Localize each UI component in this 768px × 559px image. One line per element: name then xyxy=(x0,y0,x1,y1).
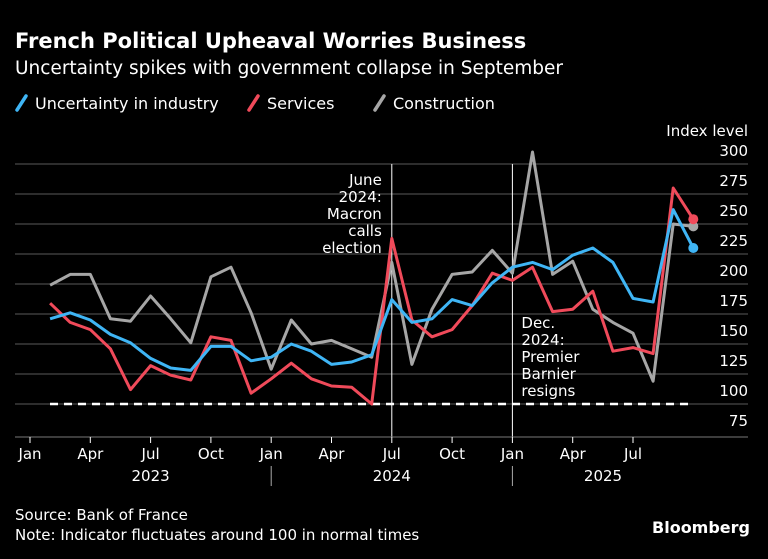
y-tick-label: 225 xyxy=(719,232,748,250)
annotation-text: 2024: xyxy=(521,331,564,349)
x-tick-label: Jul xyxy=(623,445,642,463)
x-tick-label: Jan xyxy=(17,445,41,463)
y-tick-label: 175 xyxy=(719,292,748,310)
legend-swatch-1 xyxy=(247,94,260,112)
year-label: 2023 xyxy=(132,467,170,485)
y-tick-label: 75 xyxy=(729,412,748,430)
annotation-text: Premier xyxy=(521,348,580,366)
x-tick-label: Apr xyxy=(77,445,104,463)
y-tick-label: 200 xyxy=(719,262,748,280)
x-tick-label: Jul xyxy=(141,445,160,463)
series-end-marker xyxy=(688,214,699,225)
series-end-marker xyxy=(688,243,699,253)
annotation-text: Barnier xyxy=(521,365,576,383)
annotation-text: Dec. xyxy=(521,314,555,332)
annotation-text: calls xyxy=(348,222,382,240)
legend-label: Construction xyxy=(393,94,495,113)
legend-label: Services xyxy=(267,94,334,113)
y-tick-label: 125 xyxy=(719,352,748,370)
legend-swatch-0 xyxy=(15,94,28,112)
legend-label: Uncertainty in industry xyxy=(35,94,219,113)
legend: Uncertainty in industry Services Construct… xyxy=(15,94,495,113)
x-tick-label: Jan xyxy=(259,445,283,463)
x-tick-label: Jul xyxy=(382,445,401,463)
annotation-text: resigns xyxy=(521,382,575,400)
y-tick-label: 150 xyxy=(719,322,748,340)
series-line-uncertainty-in-industry xyxy=(49,208,695,372)
footnote: Note: Indicator fluctuates around 100 in… xyxy=(15,526,419,544)
x-axis: Jan Apr Jul Oct Jan Apr Jul Oct Jan Apr Jul 2023 202… xyxy=(15,436,748,486)
x-tick-label: Jan xyxy=(500,445,524,463)
x-tick-label: Oct xyxy=(198,445,224,463)
series-line-construction xyxy=(49,150,694,383)
y-tick-label: 300 xyxy=(719,142,748,160)
y-tick-label: 250 xyxy=(719,202,748,220)
x-tick-label: Apr xyxy=(319,445,346,463)
y-tick-label: 100 xyxy=(719,382,748,400)
y-axis-label: Index level xyxy=(666,122,748,140)
x-tick-label: Oct xyxy=(439,445,465,463)
annotation-text: June xyxy=(348,171,382,189)
year-label: 2024 xyxy=(373,467,411,485)
series-line-services xyxy=(49,186,695,406)
source-note: Source: Bank of France xyxy=(15,506,188,524)
bloomberg-logo: Bloomberg xyxy=(652,518,750,537)
annotation-text: Macron xyxy=(327,205,382,223)
y-tick-label: 275 xyxy=(719,172,748,190)
x-tick-label: Apr xyxy=(560,445,587,463)
year-label: 2025 xyxy=(584,467,622,485)
annotation-text: 2024: xyxy=(339,188,382,206)
chart-title: French Political Upheaval Worries Busine… xyxy=(15,29,526,53)
series-end-marker xyxy=(688,221,699,232)
series-lines xyxy=(49,150,699,406)
annotations: June2024:MacroncallselectionDec.2024:Pre… xyxy=(322,164,580,437)
chart-subtitle: Uncertainty spikes with government colla… xyxy=(15,58,563,79)
legend-swatch-2 xyxy=(373,94,386,112)
annotation-text: election xyxy=(322,239,382,257)
